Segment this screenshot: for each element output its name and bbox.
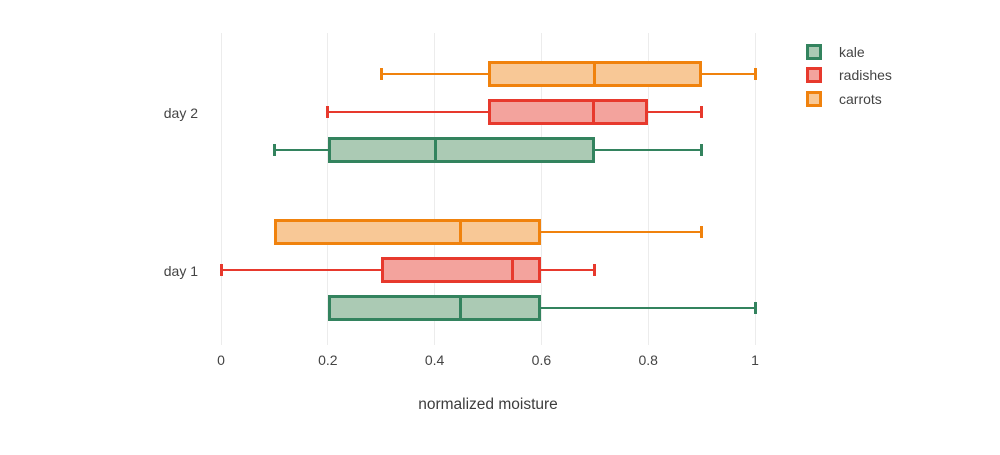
kale-day-2-lower-whisker xyxy=(274,148,328,152)
kale-day-1-median-line xyxy=(459,298,463,318)
carrots-day-1-box xyxy=(274,219,542,245)
legend-label-radishes: radishes xyxy=(839,67,892,84)
radishes-day-2-lower-whisker xyxy=(327,110,488,114)
radishes-day-2-min-cap xyxy=(326,106,330,118)
kale-day-2-min-cap xyxy=(272,144,276,156)
carrots-day-1-upper-whisker xyxy=(541,230,702,234)
carrots-day-1-max-cap xyxy=(700,226,704,238)
gridline xyxy=(540,33,542,345)
plot-area xyxy=(219,33,757,345)
radishes-day-1-max-cap xyxy=(593,264,597,276)
x-tick-label: 0.2 xyxy=(318,352,338,368)
kale-day-2-median-line xyxy=(433,140,437,160)
legend-label-carrots: carrots xyxy=(839,90,882,107)
radishes-day-1-min-cap xyxy=(219,264,223,276)
carrots-day-2-upper-whisker xyxy=(701,72,755,76)
x-tick-label: 1 xyxy=(751,352,759,368)
radishes-day-2-max-cap xyxy=(700,106,704,118)
carrots-day-2-median-line xyxy=(593,64,597,84)
radishes-day-1-median-line xyxy=(511,260,515,280)
x-tick-label: 0 xyxy=(217,352,225,368)
gridline xyxy=(434,33,436,345)
kale-day-2-box xyxy=(327,137,595,163)
y-axis-label-day-2: day 2 xyxy=(163,105,198,121)
legend-label-kale: kale xyxy=(839,43,865,60)
kale-day-1-upper-whisker xyxy=(541,306,755,310)
carrots-day-2-min-cap xyxy=(379,68,383,80)
legend-item-kale[interactable]: kale xyxy=(806,40,892,64)
gridline xyxy=(327,33,329,345)
radishes-day-2-median-line xyxy=(592,102,596,122)
carrots-day-2-box xyxy=(488,61,702,87)
radishes-day-1-box xyxy=(381,257,542,283)
carrots-day-2-max-cap xyxy=(753,68,757,80)
legend-item-radishes[interactable]: radishes xyxy=(806,64,892,88)
radishes-day-1-upper-whisker xyxy=(541,268,595,272)
gridline xyxy=(220,33,222,345)
gridline xyxy=(647,33,649,345)
kale-day-1-max-cap xyxy=(753,302,757,314)
legend: kale radishes carrots xyxy=(806,40,892,111)
radishes-day-2-upper-whisker xyxy=(648,110,702,114)
legend-swatch-carrots xyxy=(806,90,822,107)
radishes-day-1-lower-whisker xyxy=(221,268,382,272)
x-tick-label: 0.6 xyxy=(531,352,552,368)
gridline xyxy=(754,33,756,345)
x-tick-label: 0.4 xyxy=(424,352,445,368)
radishes-day-2-box xyxy=(488,99,649,125)
kale-day-1-box xyxy=(327,295,542,321)
legend-item-carrots[interactable]: carrots xyxy=(806,87,892,111)
carrots-day-2-lower-whisker xyxy=(381,72,488,76)
kale-day-2-upper-whisker xyxy=(594,148,702,152)
x-tick-label: 0.8 xyxy=(638,352,658,368)
kale-day-2-max-cap xyxy=(700,144,704,156)
x-axis-title: normalized moisture xyxy=(418,396,558,413)
carrots-day-1-median-line xyxy=(458,222,462,242)
legend-swatch-kale xyxy=(806,43,822,60)
legend-swatch-radishes xyxy=(806,67,822,84)
y-axis-label-day-1: day 1 xyxy=(163,263,198,279)
